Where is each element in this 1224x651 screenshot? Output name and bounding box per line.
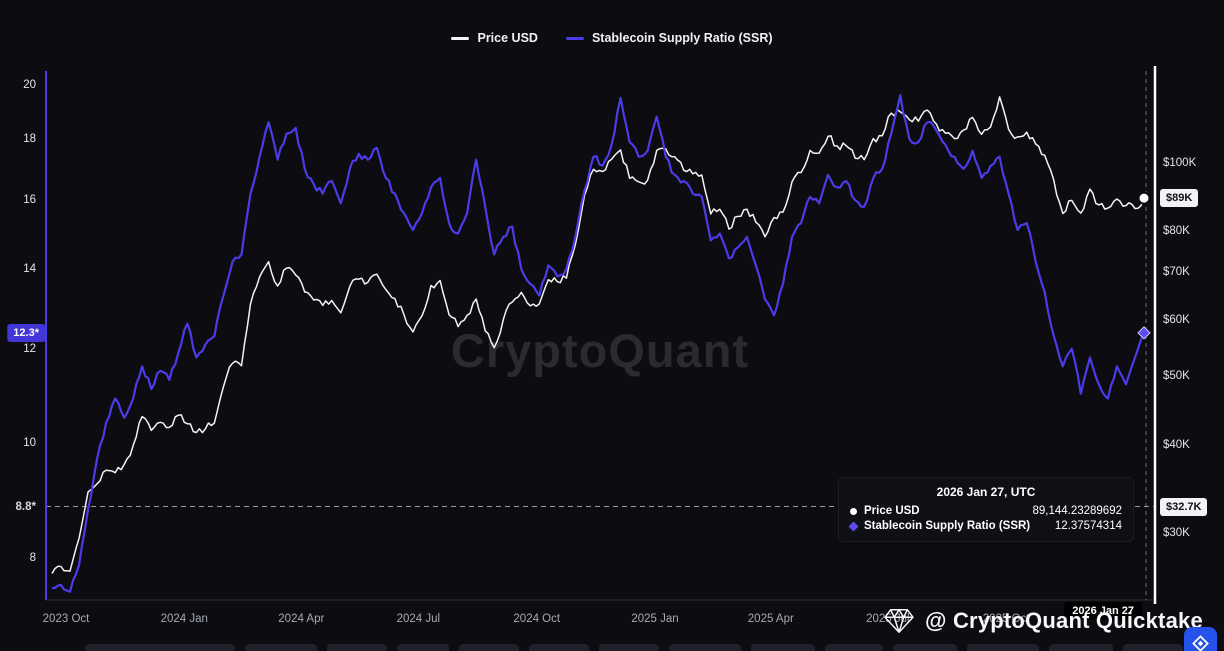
y-axis-right-tick: $40K — [1163, 438, 1190, 451]
table-strip-cell — [85, 644, 235, 651]
y-axis-left-tick: 16 — [23, 194, 36, 207]
tooltip-row-ssr: Stablecoin Supply Ratio (SSR) 12.3757431… — [848, 520, 1122, 532]
y-axis-right-tick: $100K — [1163, 156, 1197, 169]
tooltip-ssr-label: Stablecoin Supply Ratio (SSR) — [864, 520, 1031, 532]
x-axis-tick: 2023 Oct — [42, 613, 90, 625]
y-axis-left-tick: 12 — [23, 342, 36, 355]
x-axis-tick: 2025 Oct — [982, 613, 1030, 625]
y-axis-right-tick: $70K — [1163, 266, 1190, 279]
table-strip-cell — [893, 644, 957, 651]
price-dot-icon — [850, 507, 857, 515]
y-axis-right-tick: $50K — [1163, 369, 1190, 382]
legend-item-ssr[interactable]: Stablecoin Supply Ratio (SSR) — [565, 31, 773, 45]
legend-label-ssr: Stablecoin Supply Ratio (SSR) — [591, 31, 773, 45]
x-axis-tick: 2025 Jan — [631, 613, 679, 625]
table-strip-cell — [751, 644, 815, 651]
y-axis-right-tick: $80K — [1163, 225, 1190, 238]
tooltip-price-value: 89,144.23289692 — [1032, 505, 1122, 517]
table-strip-cell — [1049, 644, 1113, 651]
table-strip-cell — [1123, 644, 1183, 651]
branding-overlay: @ CryptoQuant Quicktake — [884, 607, 1203, 635]
y-axis-left-tick: 10 — [23, 437, 36, 449]
x-axis-tick: 2024 Apr — [278, 613, 325, 625]
x-axis-tick: 2024 Oct — [513, 613, 561, 625]
cryptoquant-gem-icon — [884, 609, 914, 633]
price-line-swatch-icon — [451, 36, 470, 40]
y-axis-left-tick: 18 — [23, 133, 36, 146]
x-axis-tick: 2025 Jul — [866, 613, 910, 625]
tooltip-price-label: Price USD — [864, 505, 920, 517]
tooltip-ssr-value: 12.37574314 — [1054, 520, 1122, 532]
table-strip-cell — [397, 644, 449, 651]
y-axis-left-tick: 20 — [23, 78, 36, 91]
table-strip-cell — [245, 644, 317, 651]
x-axis-tick: 2024 Jan — [160, 613, 208, 625]
y-axis-left-tick: 8 — [29, 552, 36, 565]
tooltip-row-price: Price USD 89,144.23289692 — [850, 505, 1122, 517]
legend-item-price-usd[interactable]: Price USD — [451, 31, 538, 45]
table-strip-cell — [327, 644, 387, 651]
table-strip-cell — [669, 644, 741, 651]
price-latest-badge: $89K — [1160, 189, 1199, 208]
branding-handle: @ CryptoQuant Quicktake — [925, 608, 1203, 633]
legend-label-price: Price USD — [477, 31, 538, 45]
hline-price-badge: $32.7K — [1160, 497, 1208, 516]
table-strip-cell — [825, 644, 883, 651]
binance-diamond-icon — [1192, 635, 1209, 651]
ssr-diamond-icon — [848, 521, 859, 531]
ssr-latest-badge: 12.3* — [7, 323, 45, 342]
y-axis-right-tick: $30K — [1163, 527, 1190, 539]
table-strip-cell — [529, 644, 589, 651]
x-axis-tick: 2024 Jul — [396, 613, 441, 625]
y-axis-right-tick: $60K — [1163, 313, 1190, 326]
hline-ssr-label: 8.8* — [15, 501, 36, 514]
chart-legend: Price USD Stablecoin Supply Ratio (SSR) — [0, 31, 1224, 45]
table-strip-cell — [599, 644, 659, 651]
x-axis-tick: 2025 Apr — [747, 613, 794, 625]
chart-tooltip: 2026 Jan 27, UTC Price USD 89,144.232896… — [838, 477, 1134, 542]
table-strip-cell — [459, 644, 519, 651]
binance-app-icon[interactable] — [1184, 627, 1217, 651]
ssr-line-swatch-icon — [565, 36, 584, 40]
table-strip-cell — [967, 644, 1039, 651]
crosshair-date-badge: 2026 Jan 27 — [1064, 602, 1142, 620]
y-axis-left-tick: 14 — [23, 263, 36, 276]
tooltip-date-title: 2026 Jan 27, UTC — [936, 485, 1036, 499]
